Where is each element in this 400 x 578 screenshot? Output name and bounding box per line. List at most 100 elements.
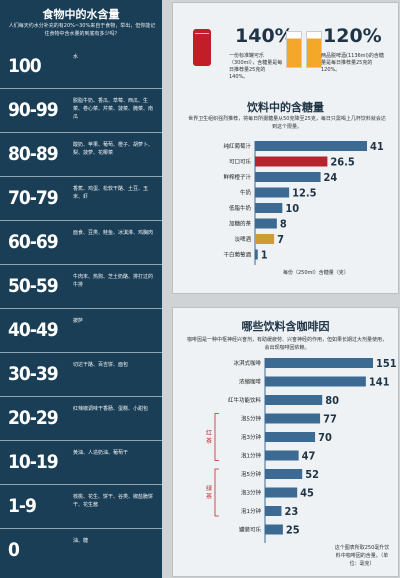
category-label: 纯红葡萄汁 [223, 142, 251, 150]
water-row: 80-89 酸奶、苹果、葡萄、橙子、胡萝卜、梨、菠萝、花椰菜 [0, 132, 162, 176]
water-foods: 水 [73, 54, 79, 60]
water-row-divider [0, 88, 162, 89]
bar [265, 487, 298, 498]
sugar-note: 每份（250ml）含糖量（克） [283, 270, 349, 276]
caffeine-note: 这个图表所取250毫升饮料中咖啡因的含量。（单位：毫克） [334, 545, 390, 567]
cola-description: 一份标准罐可乐（300ml），含糖量是每日推荐量25克的140%。 [229, 53, 283, 80]
value-label: 8 [280, 218, 287, 231]
water-row: 70-79 香蕉、鸡蛋、松软干酪、土豆、玉米、虾 [0, 176, 162, 220]
value-label: 45 [300, 487, 314, 500]
value-label: 26.5 [330, 156, 355, 169]
water-range: 70-79 [8, 187, 59, 209]
value-label: 25 [286, 524, 300, 537]
water-range: 10-19 [8, 451, 59, 473]
category-label: 加糖的茶 [229, 220, 252, 228]
water-row: 60-69 面食、豆类、鲑鱼、冰淇淋、鸡胸肉 [0, 220, 162, 264]
bar [265, 413, 321, 424]
group-label: 茶 [206, 493, 212, 501]
bar [265, 376, 366, 387]
water-foods: 牛肉末、热狗、芝士奶酪、排打过的牛排 [73, 274, 154, 288]
water-row: 90-99 脱脂牛奶、香瓜、草莓、西瓜、生菜、卷心菜、芹菜、菠菜、腌菜、南瓜 [0, 88, 162, 132]
water-foods: 面食、豆类、鲑鱼、冰淇淋、鸡胸肉 [73, 230, 154, 236]
water-row-divider [0, 528, 162, 529]
category-label: 可口可乐 [229, 159, 252, 166]
water-row: 20-29 红辣椒调味干香肠、蛋糕、小甜包 [0, 396, 162, 440]
bar [265, 469, 303, 479]
water-range: 0 [8, 539, 20, 561]
water-row: 1-9 核桃、花生、饼干、谷类、椒盐脆饼干、花生酱 [0, 484, 162, 528]
water-row-divider [0, 308, 162, 309]
value-label: 7 [277, 233, 284, 246]
water-row-divider [0, 264, 162, 265]
value-label: 41 [370, 140, 384, 153]
bar [255, 141, 367, 151]
water-range: 90-99 [8, 99, 59, 121]
bar [255, 218, 277, 229]
bar [255, 156, 328, 167]
group-bracket [214, 413, 219, 461]
water-foods: 切达干酪、百吉饼、面包 [73, 362, 129, 368]
category-label: 泡1分钟 [241, 452, 261, 460]
water-intro: 人们每天约水分补充的有20%~30%来自于食物，举出，但你能记住食物中含水量的到… [8, 23, 156, 37]
caffeine-intro: 咖啡因是一种中枢神经兴奋剂，有助缓疲劳、兴奋神经的作用，但如果长期过大剂量使用，… [187, 337, 388, 351]
water-range: 30-39 [8, 363, 59, 385]
bar [265, 395, 323, 405]
sugar-title: 饮料中的含糖量 [247, 101, 324, 114]
value-label: 1 [261, 249, 268, 262]
water-content-panel: 食物中的水含量 人们每天约水分补充的有20%~30%来自于食物，举出，但你能记住… [0, 0, 162, 578]
sugar-bar-chart: 纯红葡萄汁 41 可口可乐 26.5 鲜榨橙子汁 24 牛奶 12.5 低脂牛奶 10 加糖的茶 8 淡… [223, 140, 384, 265]
water-range: 80-89 [8, 143, 59, 165]
bar [265, 432, 316, 442]
group-label: 茶 [206, 437, 212, 445]
category-label: 泡5分钟 [241, 415, 261, 423]
group-label: 红 [206, 429, 212, 437]
water-row-divider [0, 132, 162, 133]
water-range: 40-49 [8, 319, 59, 341]
water-foods: 红辣椒调味干香肠、蛋糕、小甜包 [73, 406, 149, 412]
bar [265, 524, 283, 535]
category-label: 罐装可乐 [239, 526, 262, 534]
water-range: 20-29 [8, 407, 59, 429]
value-label: 10 [285, 202, 299, 215]
water-row-divider [0, 220, 162, 221]
bar [265, 358, 373, 368]
value-label: 151 [376, 357, 397, 370]
value-label: 23 [284, 505, 298, 518]
water-range: 100 [8, 55, 42, 77]
water-row-divider [0, 176, 162, 177]
category-label: 泡5分钟 [241, 470, 261, 478]
water-foods: 香蕉、鸡蛋、松软干酪、土豆、玉米、虾 [73, 186, 149, 200]
cola-percent: 140% [235, 25, 294, 47]
category-label: 冰淇式咖啡 [233, 359, 261, 367]
water-row-divider [0, 440, 162, 441]
bar [255, 172, 321, 182]
water-row-divider [0, 484, 162, 485]
sugar-intro: 世界卫生组织强烈推荐，将每日所摄糖量从50克降至25克，每日只需喝上几杯饮料就会… [188, 116, 386, 130]
water-foods: 脱脂牛奶、香瓜、草莓、西瓜、生菜、卷心菜、芹菜、菠菜、腌菜、南瓜 [73, 98, 154, 120]
category-label: 低脂牛奶 [229, 204, 252, 212]
water-row-divider [0, 352, 162, 353]
water-row: 0 油、糖 [0, 528, 162, 572]
water-row: 50-59 牛肉末、热狗、芝士奶酪、排打过的牛排 [0, 264, 162, 308]
value-label: 24 [324, 171, 338, 184]
water-row-divider [0, 396, 162, 397]
value-label: 77 [323, 413, 337, 426]
group-bracket [214, 468, 219, 517]
bar [265, 450, 299, 461]
value-label: 80 [325, 394, 339, 407]
value-label: 70 [318, 431, 332, 444]
bar [255, 203, 283, 213]
category-label: 鲜榨橙子汁 [223, 173, 251, 181]
water-title: 食物中的水含量 [42, 8, 120, 21]
water-range: 50-59 [8, 275, 59, 297]
group-label: 绿 [206, 485, 212, 493]
cola-can-icon [193, 29, 211, 66]
value-label: 141 [369, 376, 390, 389]
juice-percent: 120% [323, 25, 382, 47]
caffeine-title: 哪些饮料含咖啡因 [241, 320, 330, 333]
water-row: 10-19 黄油、人造奶油、葡萄干 [0, 440, 162, 484]
water-row: 30-39 切达干酪、百吉饼、面包 [0, 352, 162, 396]
value-label: 47 [302, 450, 316, 463]
sugar-panel: 140% 一份标准罐可乐（300ml），含糖量是每日推荐量25克的140%。 1… [172, 2, 399, 294]
category-label: 淡啤酒 [234, 235, 251, 243]
